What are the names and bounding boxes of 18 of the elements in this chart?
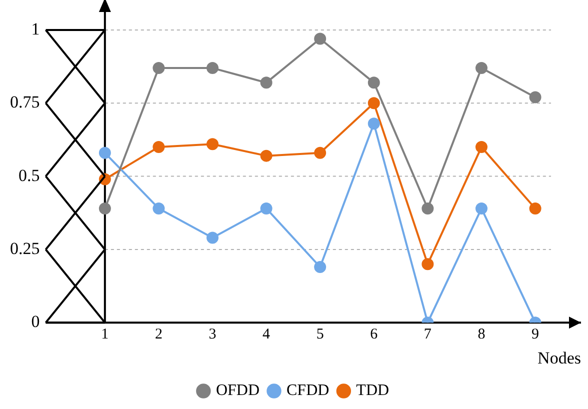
y-tick-label: 1: [31, 19, 40, 38]
x-tick-label: 1: [101, 326, 109, 343]
x-axis-title: Nodes: [538, 348, 581, 368]
x-tick-label: 5: [316, 326, 324, 343]
y-tick-label: 0.25: [10, 238, 40, 258]
x-tick-label: 8: [478, 326, 486, 343]
x-tick-label: 9: [532, 326, 540, 343]
legend-label: CFDD: [286, 382, 330, 400]
y-tick-label: 0: [31, 312, 40, 332]
x-tick-label: 7: [424, 326, 432, 343]
x-tick-label: 3: [208, 326, 216, 343]
y-tick-label: 0.75: [10, 92, 40, 112]
y-tick-label: 0.5: [18, 166, 40, 185]
legend-label: OFDD: [216, 382, 260, 400]
x-tick-label: 6: [370, 326, 378, 343]
legend-label: TDD: [356, 382, 390, 400]
x-tick-label: 2: [154, 326, 162, 343]
x-tick-label: 4: [262, 326, 271, 343]
